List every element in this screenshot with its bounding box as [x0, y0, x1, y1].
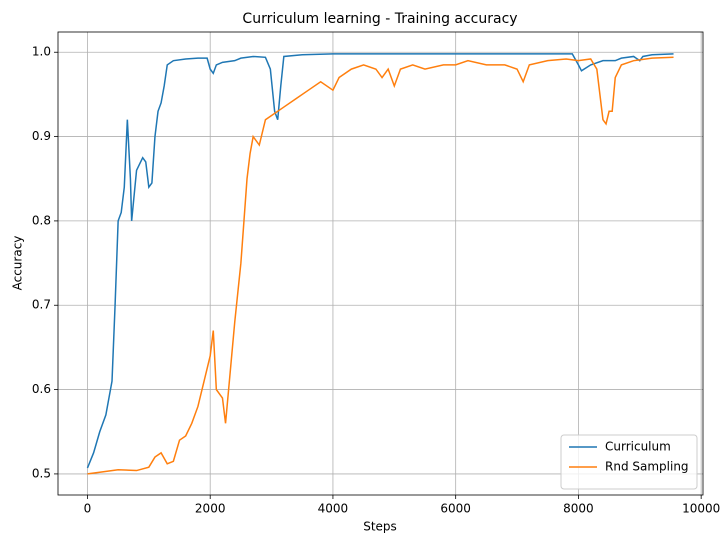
- x-tick-label: 4000: [318, 502, 349, 516]
- chart-title: Curriculum learning - Training accuracy: [242, 11, 517, 27]
- x-tick-label: 6000: [440, 502, 471, 516]
- legend-label: Rnd Sampling: [605, 460, 689, 474]
- y-tick-label: 0.7: [32, 298, 51, 312]
- legend-box: [560, 434, 698, 490]
- x-axis-label: Steps: [363, 520, 397, 533]
- y-tick-label: 1.0: [32, 45, 51, 59]
- legend-label: Curriculum: [605, 440, 671, 454]
- y-axis-label: Accuracy: [11, 236, 25, 291]
- y-tick-label: 0.6: [32, 382, 51, 396]
- x-tick-label: 0: [84, 502, 92, 516]
- y-tick-label: 0.5: [32, 466, 51, 480]
- y-tick-label: 0.8: [32, 213, 51, 227]
- plot-frame: [57, 31, 704, 496]
- x-tick-label: 10000: [682, 502, 720, 516]
- x-tick-label: 2000: [195, 502, 226, 516]
- data-line: [86, 53, 674, 469]
- data-line: [87, 56, 674, 475]
- x-tick-label: 8000: [563, 502, 594, 516]
- y-tick-label: 0.9: [32, 129, 51, 143]
